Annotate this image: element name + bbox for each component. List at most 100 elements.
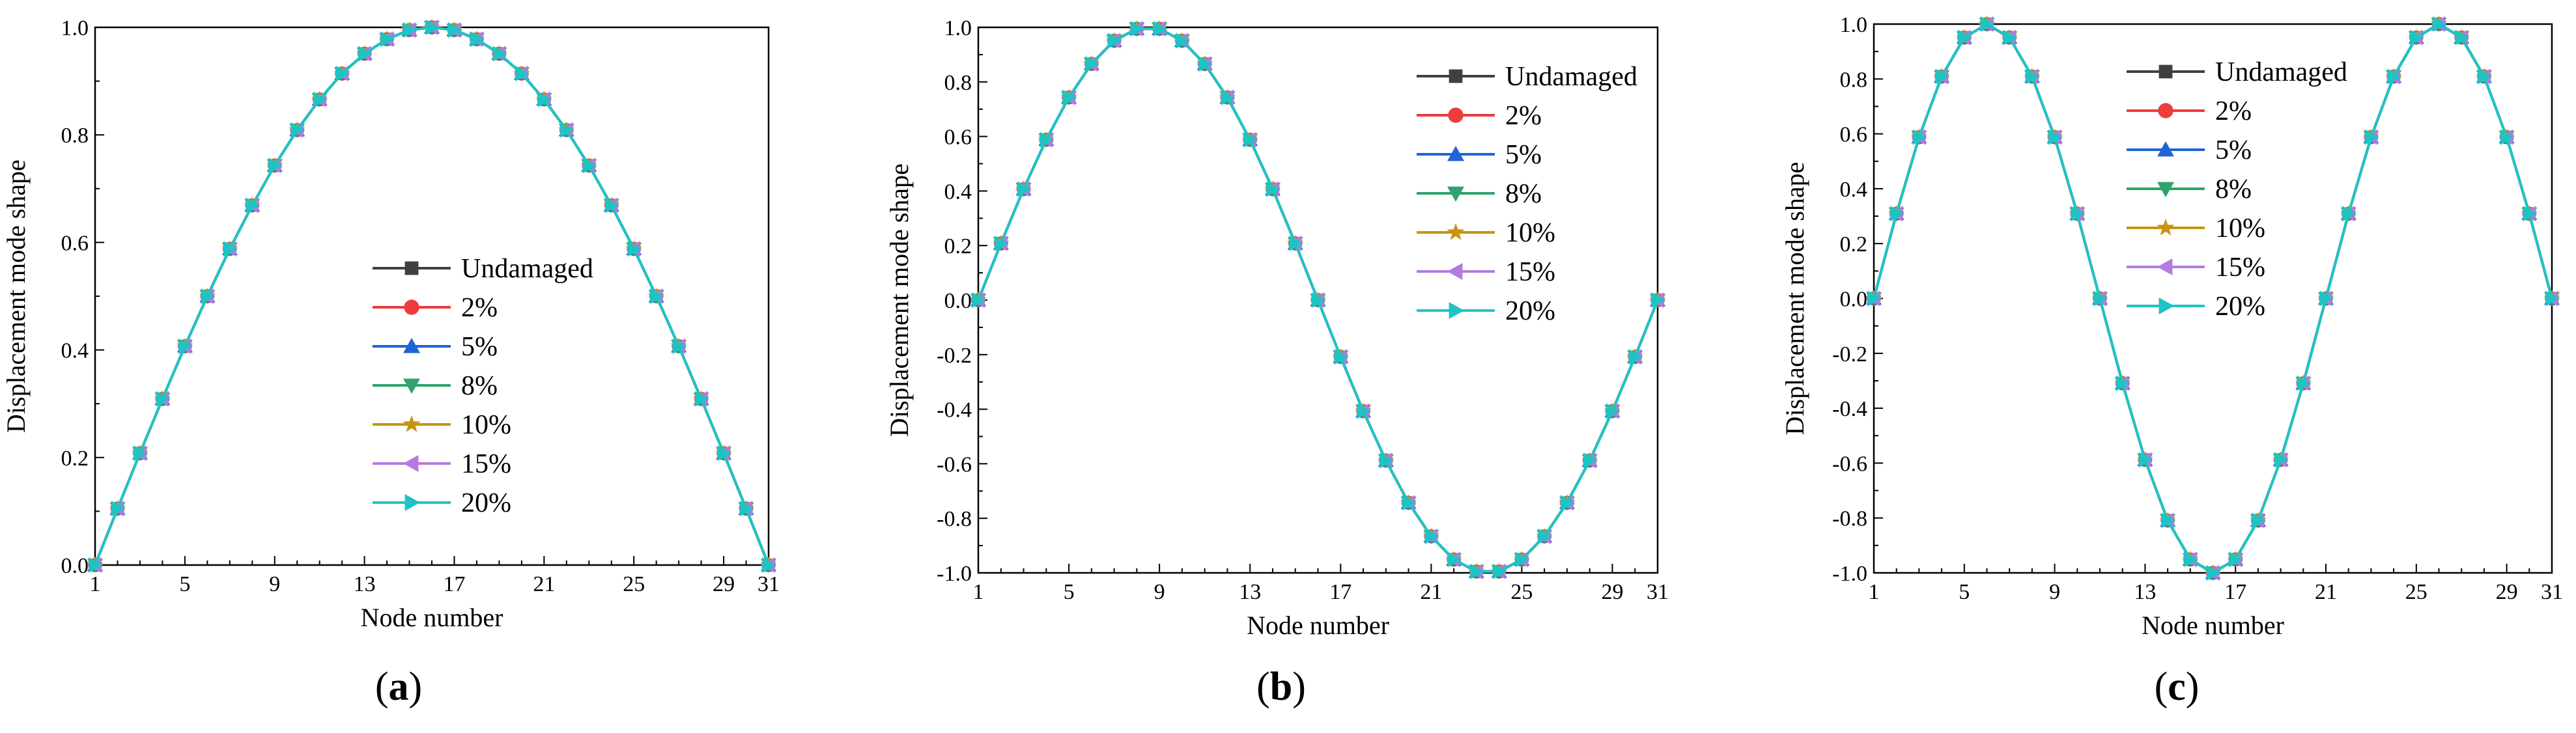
data-point [762, 557, 776, 573]
legend-label: Undamaged [2215, 57, 2347, 87]
y-tick-label: -0.4 [937, 398, 972, 422]
legend-label: 15% [461, 449, 511, 479]
y-tick-label: 0.0 [944, 289, 972, 313]
x-tick-label: 13 [2134, 580, 2156, 604]
series-line [1873, 22, 2553, 575]
legend-marker [2157, 182, 2174, 197]
series-line [1873, 22, 2553, 575]
y-tick-label: 0.0 [1840, 288, 1868, 312]
data-point [470, 31, 485, 48]
legend-item: 2% [1417, 101, 1542, 131]
data-point [403, 22, 418, 38]
y-tick-label: 1.0 [61, 16, 89, 40]
data-point [1515, 551, 1530, 568]
x-tick-label: 25 [623, 572, 645, 596]
x-tick-label: 31 [2541, 580, 2563, 604]
legend-label: 8% [1505, 179, 1542, 209]
data-point [1176, 33, 1190, 49]
y-tick-label: 1.0 [944, 16, 972, 40]
legend-item: Undamaged [1417, 62, 1637, 92]
y-tick-label: -0.8 [937, 507, 972, 531]
data-point [1935, 68, 1950, 85]
x-axis-title: Node number [361, 603, 503, 632]
data-point [560, 122, 574, 138]
data-point [290, 122, 305, 138]
data-point [313, 91, 328, 107]
series-10pct [1865, 15, 2560, 580]
x-tick-label: 29 [1601, 580, 1623, 604]
legend-marker [2158, 297, 2174, 314]
legend-item: 5% [2127, 135, 2252, 165]
legend-label: Undamaged [1505, 62, 1637, 92]
data-point [2297, 375, 2312, 391]
legend-item: 20% [373, 488, 511, 518]
data-point [1606, 403, 1621, 419]
legend-marker [403, 415, 421, 432]
data-point [201, 288, 216, 304]
legend-item: 10% [1417, 218, 1555, 248]
legend-marker [2157, 141, 2174, 157]
data-point [1980, 16, 1995, 32]
data-point [1266, 181, 1281, 197]
series-line [1873, 22, 2553, 575]
y-tick-label: 0.4 [1840, 178, 1868, 202]
legend-label: 2% [2215, 96, 2252, 126]
series-line [94, 25, 770, 566]
data-point [2206, 565, 2221, 581]
data-point [695, 391, 709, 407]
legend-label: 10% [461, 410, 511, 440]
data-point [178, 338, 193, 354]
data-point [246, 197, 261, 214]
data-point [2071, 206, 2086, 222]
y-tick-label: 0.2 [61, 447, 89, 471]
x-tick-label: 25 [1510, 580, 1533, 604]
legend-marker [2158, 64, 2173, 79]
data-point [1062, 89, 1077, 105]
legend-label: 5% [1505, 140, 1542, 170]
x-tick-label: 21 [1420, 580, 1442, 604]
data-point [156, 391, 171, 407]
series-5pct [87, 20, 776, 572]
legend-label: 2% [461, 293, 498, 323]
data-point [2432, 16, 2447, 32]
data-point [2342, 206, 2357, 222]
data-point [1628, 349, 1643, 365]
legend-item: Undamaged [373, 254, 593, 284]
y-tick-label: 0.0 [61, 554, 89, 578]
data-point [358, 46, 373, 62]
data-point [2274, 452, 2289, 468]
y-tick-label: 0.6 [1840, 123, 1868, 147]
x-tick-label: 21 [533, 572, 555, 596]
series-line [94, 25, 770, 566]
x-tick-label: 1 [973, 580, 984, 604]
series-20pct [1867, 16, 2560, 581]
data-point [537, 91, 552, 107]
series-8pct [87, 21, 776, 573]
data-point [1311, 292, 1326, 308]
data-point [1447, 551, 1462, 568]
data-point [2387, 68, 2402, 85]
legend-item: 10% [2127, 214, 2265, 243]
legend-item: 15% [373, 449, 511, 479]
series-2pct [88, 20, 776, 572]
data-point [1289, 235, 1303, 251]
data-point [1912, 129, 1927, 145]
x-tick-label: 17 [1329, 580, 1352, 604]
x-tick-label: 9 [1154, 580, 1165, 604]
data-point [515, 66, 530, 82]
data-point [1867, 290, 1882, 307]
series-undamaged [89, 21, 775, 572]
data-point [2455, 29, 2470, 46]
legend-item: 8% [1417, 179, 1542, 209]
y-tick-label: 0.6 [61, 231, 89, 255]
data-point [1040, 131, 1054, 148]
legend-label: 8% [461, 371, 498, 401]
data-point [134, 445, 148, 462]
x-tick-label: 1 [1869, 580, 1880, 604]
x-tick-label: 13 [1239, 580, 1261, 604]
legend-marker [1447, 223, 1465, 240]
data-point [717, 445, 732, 462]
legend-marker [403, 338, 420, 353]
data-point [1890, 206, 1904, 222]
